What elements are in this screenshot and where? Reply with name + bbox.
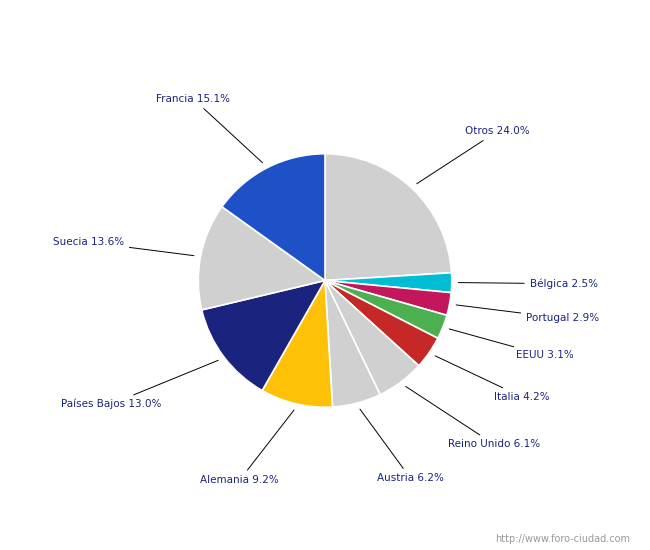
Wedge shape [198,207,325,310]
Wedge shape [325,273,452,293]
Text: Reino Unido 6.1%: Reino Unido 6.1% [406,387,540,449]
Wedge shape [325,280,419,395]
Text: EEUU 3.1%: EEUU 3.1% [449,329,573,360]
Wedge shape [325,280,447,338]
Wedge shape [222,154,325,280]
Wedge shape [325,154,452,280]
Text: Austria 6.2%: Austria 6.2% [360,409,444,483]
Text: Países Bajos 13.0%: Países Bajos 13.0% [61,360,218,409]
Text: Alemania 9.2%: Alemania 9.2% [200,410,294,485]
Text: Suecia 13.6%: Suecia 13.6% [53,237,194,256]
Text: Portugal 2.9%: Portugal 2.9% [456,305,599,323]
Text: Requena - Turistas extranjeros según país - Octubre de 2024: Requena - Turistas extranjeros según paí… [93,10,557,26]
Text: Otros 24.0%: Otros 24.0% [417,126,530,184]
Wedge shape [202,280,325,390]
Wedge shape [262,280,333,407]
Wedge shape [325,280,451,315]
Wedge shape [325,280,380,407]
Text: Francia 15.1%: Francia 15.1% [157,94,263,163]
Wedge shape [325,280,438,366]
Text: Italia 4.2%: Italia 4.2% [435,356,549,402]
Text: http://www.foro-ciudad.com: http://www.foro-ciudad.com [495,535,630,544]
Text: Bélgica 2.5%: Bélgica 2.5% [458,278,598,289]
